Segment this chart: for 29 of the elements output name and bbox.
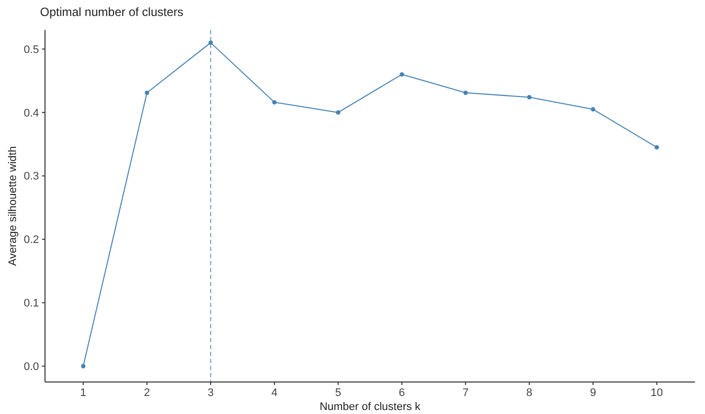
- x-axis-title: Number of clusters k: [320, 401, 421, 413]
- point: [208, 40, 213, 45]
- y-tick-label: 0.1: [24, 298, 39, 310]
- x-tick-label: 7: [462, 387, 469, 399]
- y-tick-label: 0.5: [24, 44, 39, 56]
- y-tick-label: 0.2: [24, 234, 39, 246]
- x-tick-label: 9: [590, 387, 596, 399]
- y-tick-label: 0.3: [24, 170, 39, 183]
- x-tick-label: 4: [271, 387, 278, 399]
- x-tick-label: 3: [208, 387, 214, 399]
- x-tick-label: 6: [398, 387, 405, 399]
- x-tick-label: 10: [650, 387, 663, 399]
- x-tick-label: 2: [144, 387, 150, 399]
- point: [336, 110, 340, 115]
- x-tick-label: 1: [80, 387, 86, 399]
- point: [272, 100, 277, 105]
- x-tick-label: 5: [335, 387, 342, 399]
- point: [400, 72, 404, 77]
- point: [654, 145, 659, 150]
- x-tick-label: 8: [526, 387, 532, 399]
- point: [527, 95, 532, 100]
- point: [144, 90, 150, 95]
- point: [463, 90, 468, 95]
- chart-title: Optimal number of clusters: [40, 5, 184, 19]
- point: [81, 364, 86, 368]
- point: [590, 107, 596, 112]
- y-axis-title: Average silhouette width: [7, 146, 19, 266]
- y-tick-label: 0.4: [24, 107, 39, 120]
- y-tick-label: 0.0: [24, 360, 39, 373]
